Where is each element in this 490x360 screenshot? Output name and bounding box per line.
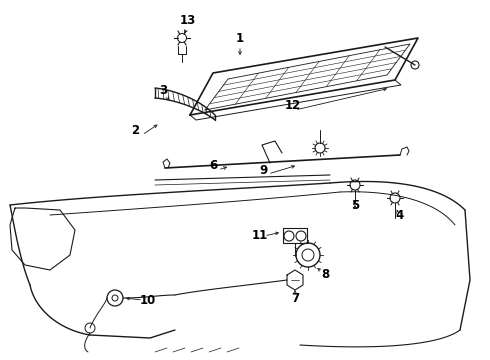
- Text: 6: 6: [209, 158, 217, 171]
- Text: 5: 5: [351, 198, 359, 212]
- Text: 4: 4: [396, 208, 404, 221]
- Text: 1: 1: [236, 32, 244, 45]
- Text: 13: 13: [180, 14, 196, 27]
- Text: 10: 10: [140, 293, 156, 306]
- Text: 9: 9: [259, 163, 267, 176]
- Text: 12: 12: [285, 99, 301, 112]
- Text: 2: 2: [131, 123, 139, 136]
- Text: 3: 3: [159, 84, 167, 96]
- Text: 8: 8: [321, 269, 329, 282]
- Text: 11: 11: [252, 229, 268, 242]
- Text: 7: 7: [291, 292, 299, 305]
